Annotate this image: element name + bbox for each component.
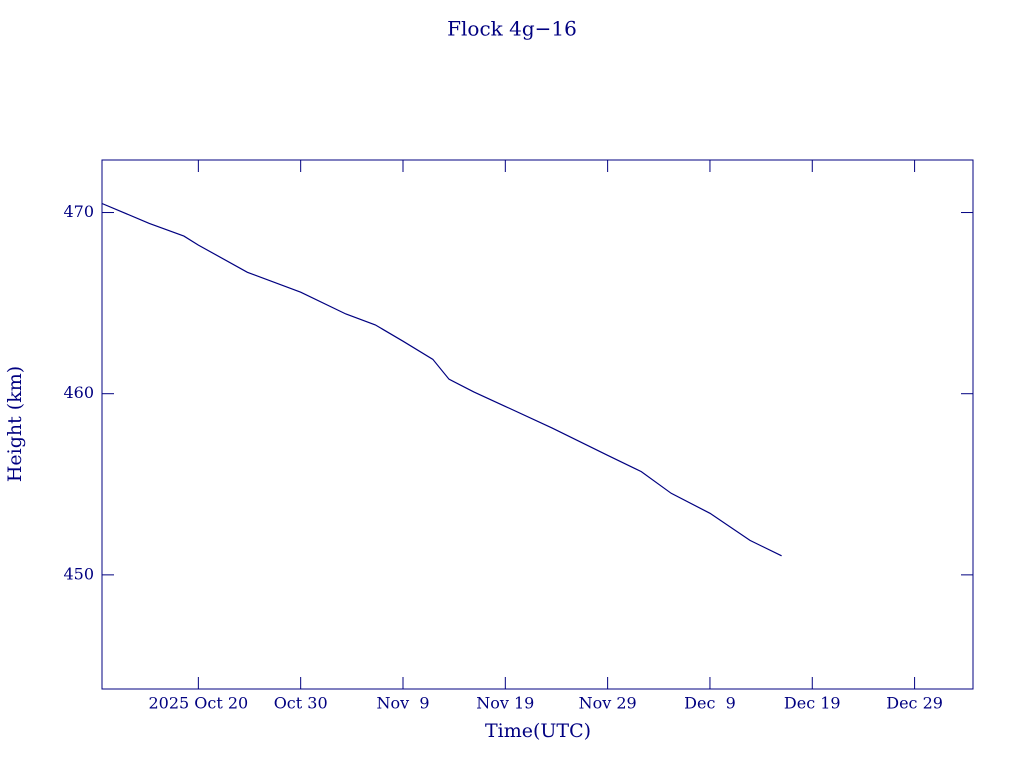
y-tick-label: 460: [63, 383, 94, 402]
x-tick-label: Dec 19: [784, 694, 841, 713]
x-tick-label: Dec 9: [684, 694, 736, 713]
y-tick-label: 450: [63, 564, 94, 583]
x-tick-label: Dec 29: [886, 694, 943, 713]
y-axis-label: Height (km): [4, 366, 26, 482]
data-line: [101, 202, 782, 557]
chart-title: Flock 4g−16: [447, 17, 577, 41]
x-tick-label: Nov 9: [376, 694, 429, 713]
x-axis-label: Time(UTC): [485, 720, 591, 742]
x-tick-label: Oct 30: [274, 694, 328, 713]
x-tick-label: 2025 Oct 20: [148, 694, 248, 713]
y-tick-label: 470: [63, 202, 94, 221]
plot-frame: [101, 159, 974, 690]
x-tick-label: Nov 29: [579, 694, 637, 713]
x-tick-label: Nov 19: [476, 694, 534, 713]
